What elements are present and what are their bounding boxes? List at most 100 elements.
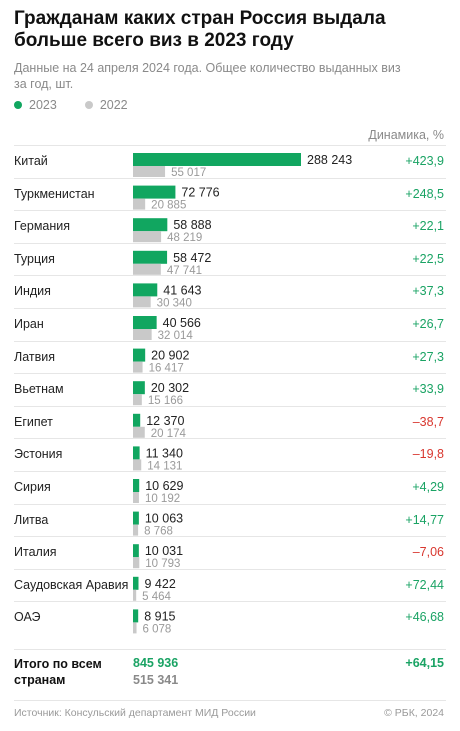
bar-2023 (133, 381, 145, 395)
legend-dot-2022 (84, 101, 93, 109)
legend-dot-2023 (14, 101, 22, 109)
dynamics-value: +248,5 (405, 186, 444, 201)
bar-2023 (133, 576, 139, 590)
bar-2023 (133, 479, 140, 492)
bar-2022 (133, 329, 152, 340)
country-label: ОАЭ (14, 610, 41, 625)
value-label-2022: 10 793 (145, 558, 180, 570)
value-label-2022: 6 078 (143, 623, 172, 635)
dynamics-value: +4,29 (412, 480, 444, 494)
bar-2022 (133, 394, 142, 406)
country-label: Иран (14, 317, 44, 331)
dynamics-value: –7,06 (412, 545, 444, 560)
dynamics-value: +72,44 (405, 577, 444, 592)
legend-label-2023: 2023 (29, 98, 57, 112)
country-label: Египет (14, 414, 53, 429)
value-label-2023: 12 370 (146, 414, 184, 428)
country-label: Вьетнам (14, 382, 64, 397)
country-label: Сирия (14, 480, 51, 494)
row-divider (14, 503, 446, 505)
row-divider (14, 308, 446, 309)
bar-2023 (133, 511, 139, 525)
bar-2022 (133, 492, 139, 503)
bar-2022 (133, 263, 161, 275)
value-label-2023: 40 566 (163, 316, 201, 330)
legend: 2023 2022 (14, 97, 156, 113)
bar-2022 (133, 589, 137, 601)
country-label: Литва (14, 512, 49, 527)
bar-2023 (133, 609, 139, 623)
dynamics-value: +33,9 (412, 382, 444, 397)
source-note: Источник: Консульский департамент МИД Ро… (14, 707, 256, 719)
dynamics-value: –19,8 (412, 447, 444, 462)
bar-2022 (133, 296, 151, 308)
row-divider (14, 242, 446, 244)
total-value-2023: 845 936 (133, 656, 179, 670)
value-label-2023: 72 776 (181, 186, 219, 200)
value-label-2023: 20 902 (151, 349, 189, 363)
country-label: Саудовская Аравия (14, 577, 129, 592)
bar-2023 (133, 218, 168, 232)
value-label-2022: 47 741 (167, 265, 202, 277)
value-label-2023: 8 915 (144, 609, 175, 623)
dynamics-value: +26,7 (412, 317, 444, 331)
legend-label-2022: 2022 (99, 98, 128, 112)
legend-item-2022: 2022 (84, 98, 128, 112)
chart-title: Гражданам каких стран Россия выдала боль… (14, 8, 386, 51)
country-label: Эстония (14, 447, 63, 462)
country-label: Латвия (14, 349, 55, 364)
value-label-2022: 8 768 (144, 526, 173, 538)
row-divider (14, 568, 446, 570)
bar-2022 (133, 361, 143, 373)
bar-2023 (133, 283, 158, 297)
bar-2022 (133, 166, 166, 177)
value-label-2022: 10 192 (145, 493, 180, 505)
row-divider (14, 275, 446, 277)
value-label-2022: 15 166 (148, 395, 183, 407)
row-divider (14, 601, 446, 603)
value-label-2023: 11 340 (146, 446, 183, 460)
row-divider (14, 145, 446, 146)
bar-2022 (133, 198, 146, 210)
row-divider (14, 536, 446, 538)
total-label: Итого по всем странам (14, 657, 102, 687)
row-divider (14, 210, 446, 212)
footer-divider (14, 700, 446, 701)
value-label-2023: 10 031 (145, 544, 183, 558)
legend-item-2023: 2023 (14, 98, 57, 112)
row-divider (14, 471, 446, 472)
total-value-2022: 515 341 (133, 673, 179, 687)
value-label-2022: 5 464 (142, 591, 171, 603)
bar-2023 (133, 446, 140, 460)
country-label: Индия (14, 284, 51, 299)
value-label-2022: 48 219 (167, 232, 202, 244)
bar-2022 (133, 459, 142, 471)
bar-2023 (133, 153, 301, 166)
value-label-2022: 30 340 (157, 297, 192, 309)
value-label-2022: 55 017 (171, 167, 206, 179)
country-label: Германия (14, 219, 71, 234)
bar-2023 (133, 413, 141, 427)
totals-divider (14, 649, 446, 650)
dynamics-value: +37,3 (412, 284, 444, 299)
dynamics-value: +22,1 (412, 219, 444, 234)
value-label-2022: 20 885 (151, 200, 186, 212)
bar-2022 (133, 622, 137, 634)
bar-2023 (133, 250, 168, 264)
bar-2023 (133, 544, 139, 558)
value-label-2023: 58 472 (173, 251, 211, 265)
bar-2022 (133, 426, 145, 438)
row-divider (14, 177, 446, 179)
bar-2022 (133, 231, 162, 243)
value-label-2023: 10 629 (145, 479, 183, 493)
value-label-2022: 14 131 (147, 460, 182, 472)
value-label-2023: 10 063 (145, 512, 183, 526)
value-label-2022: 16 417 (149, 363, 184, 375)
value-label-2023: 9 422 (144, 577, 175, 591)
row-divider (14, 340, 446, 342)
value-label-2023: 41 643 (163, 283, 201, 297)
row-divider (14, 373, 446, 375)
country-label: Китай (14, 154, 48, 168)
dynamics-value: +46,68 (405, 610, 444, 625)
